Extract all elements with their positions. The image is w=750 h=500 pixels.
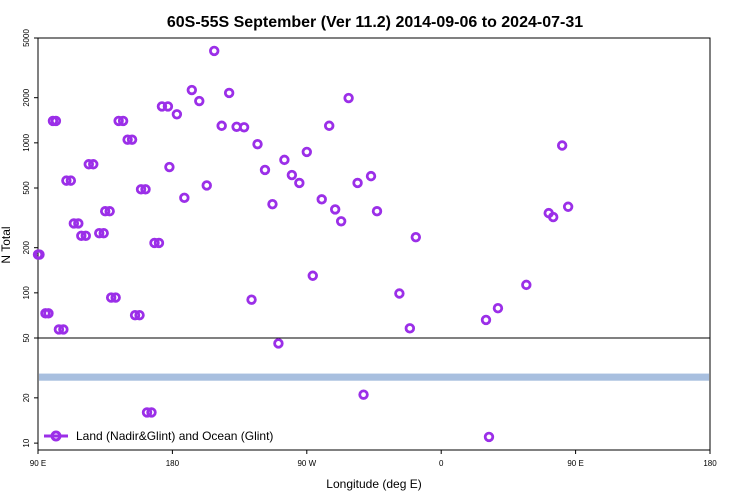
y-tick-label: 200	[22, 240, 31, 254]
y-tick-label: 2000	[22, 88, 31, 106]
data-point	[122, 134, 133, 145]
data-point	[521, 279, 532, 291]
data-point	[294, 177, 305, 189]
data-point	[88, 159, 99, 170]
data-point	[216, 120, 227, 131]
data-point	[404, 323, 416, 334]
chart-title: 60S-55S September (Ver 11.2) 2014-09-06 …	[167, 14, 583, 31]
data-point	[279, 154, 290, 166]
data-point	[209, 45, 220, 57]
data-point	[110, 292, 121, 303]
data-point	[113, 115, 124, 127]
data-point	[273, 338, 284, 349]
x-tick-label: 90 W	[297, 459, 316, 468]
data-point	[149, 237, 160, 249]
data-point	[371, 206, 383, 217]
data-point	[153, 237, 165, 249]
data-point	[58, 324, 69, 335]
y-tick-label: 20	[22, 393, 31, 402]
y-tick-label: 50	[22, 333, 31, 342]
data-point	[394, 288, 405, 299]
data-point	[117, 115, 129, 127]
data-point	[410, 231, 422, 243]
data-point	[164, 161, 175, 173]
x-tick-label: 0	[439, 459, 444, 468]
data-point	[352, 177, 363, 189]
data-point	[324, 120, 335, 131]
data-point	[316, 194, 327, 205]
x-tick-label: 180	[703, 459, 717, 468]
data-point	[286, 169, 298, 181]
legend-label: Land (Nadir&Glint) and Ocean (Glint)	[76, 429, 273, 443]
x-tick-label: 90 E	[567, 459, 583, 468]
data-points	[32, 45, 574, 443]
data-point	[50, 115, 62, 127]
data-point	[548, 211, 559, 223]
data-point	[162, 101, 174, 112]
data-point	[80, 230, 91, 242]
data-point	[335, 216, 347, 227]
y-tick-label: 100	[22, 286, 31, 300]
data-point	[194, 95, 205, 107]
data-point	[134, 309, 145, 321]
legend-marker-swatch	[50, 430, 62, 442]
data-point	[246, 294, 257, 305]
data-point	[171, 109, 183, 120]
data-point	[105, 292, 117, 303]
data-point	[358, 389, 369, 400]
data-point	[135, 184, 147, 195]
y-tick-label: 500	[22, 181, 31, 195]
data-point	[562, 201, 574, 212]
data-point	[343, 92, 354, 104]
data-point	[83, 159, 94, 170]
data-point	[307, 270, 318, 281]
plot-frame	[37, 37, 711, 451]
data-point	[301, 146, 312, 158]
x-tick-label: 90 E	[30, 459, 46, 468]
data-point	[141, 407, 153, 418]
data-point	[365, 170, 377, 182]
data-point	[73, 218, 84, 229]
legend: Land (Nadir&Glint) and Ocean (Glint)	[44, 429, 273, 443]
data-point	[223, 87, 235, 99]
data-point	[43, 308, 54, 319]
data-point	[99, 206, 111, 217]
data-point	[68, 218, 80, 229]
y-tick-label: 1000	[22, 133, 31, 151]
data-point	[329, 204, 341, 215]
reference-band	[39, 373, 709, 381]
x-tick-label: 180	[166, 459, 180, 468]
x-axis: 90 E 180 90 W 0 90 E 180	[30, 450, 717, 468]
data-point	[259, 164, 271, 176]
data-point	[186, 84, 198, 96]
data-point	[98, 227, 109, 239]
data-point	[140, 184, 151, 195]
data-point	[267, 198, 278, 210]
data-point	[65, 175, 77, 186]
data-point	[94, 227, 105, 239]
y-tick-label: 5000	[22, 29, 31, 47]
data-point	[34, 249, 45, 260]
data-point	[156, 101, 168, 112]
data-point	[201, 180, 212, 191]
data-point	[480, 314, 492, 326]
data-point	[179, 192, 190, 204]
data-point	[104, 206, 115, 217]
data-point	[76, 230, 87, 242]
data-point	[129, 309, 141, 321]
y-tick-label: 10	[22, 438, 31, 447]
data-point	[53, 324, 65, 335]
x-axis-label: Longitude (deg E)	[326, 477, 421, 491]
y-axis: 10 20 50 100 200 500 1000 2000 5000	[22, 29, 38, 448]
data-point	[126, 134, 138, 145]
data-point	[483, 431, 495, 443]
y-axis-label: N Total	[0, 226, 13, 263]
data-point	[556, 140, 568, 151]
data-point	[238, 122, 250, 133]
data-point	[61, 175, 72, 186]
data-point	[146, 407, 157, 418]
data-point	[492, 303, 504, 314]
data-point	[252, 138, 263, 150]
